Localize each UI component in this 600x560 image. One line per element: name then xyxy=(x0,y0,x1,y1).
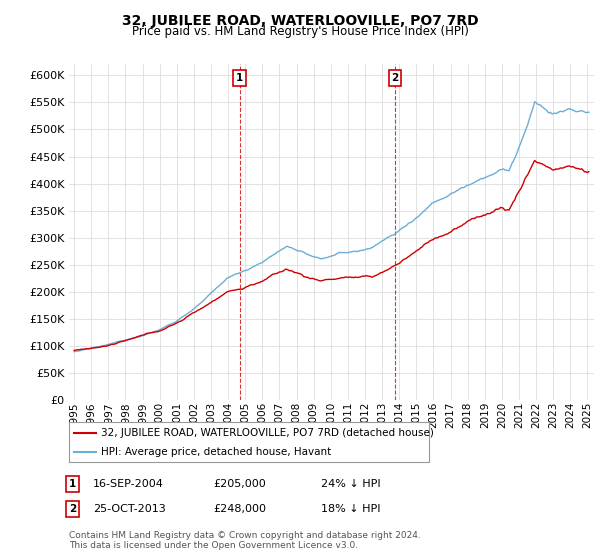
Text: 2: 2 xyxy=(69,504,76,514)
Text: HPI: Average price, detached house, Havant: HPI: Average price, detached house, Hava… xyxy=(101,447,332,457)
Text: 16-SEP-2004: 16-SEP-2004 xyxy=(93,479,164,489)
Text: 32, JUBILEE ROAD, WATERLOOVILLE, PO7 7RD: 32, JUBILEE ROAD, WATERLOOVILLE, PO7 7RD xyxy=(122,14,478,28)
Text: Contains HM Land Registry data © Crown copyright and database right 2024.
This d: Contains HM Land Registry data © Crown c… xyxy=(69,531,421,550)
Text: £205,000: £205,000 xyxy=(213,479,266,489)
Text: 1: 1 xyxy=(69,479,76,489)
Text: £248,000: £248,000 xyxy=(213,504,266,514)
Text: 1: 1 xyxy=(236,73,243,83)
Text: 24% ↓ HPI: 24% ↓ HPI xyxy=(321,479,380,489)
Text: 18% ↓ HPI: 18% ↓ HPI xyxy=(321,504,380,514)
Text: 25-OCT-2013: 25-OCT-2013 xyxy=(93,504,166,514)
Text: 32, JUBILEE ROAD, WATERLOOVILLE, PO7 7RD (detached house): 32, JUBILEE ROAD, WATERLOOVILLE, PO7 7RD… xyxy=(101,428,434,438)
Text: Price paid vs. HM Land Registry's House Price Index (HPI): Price paid vs. HM Land Registry's House … xyxy=(131,25,469,38)
Text: 2: 2 xyxy=(391,73,398,83)
